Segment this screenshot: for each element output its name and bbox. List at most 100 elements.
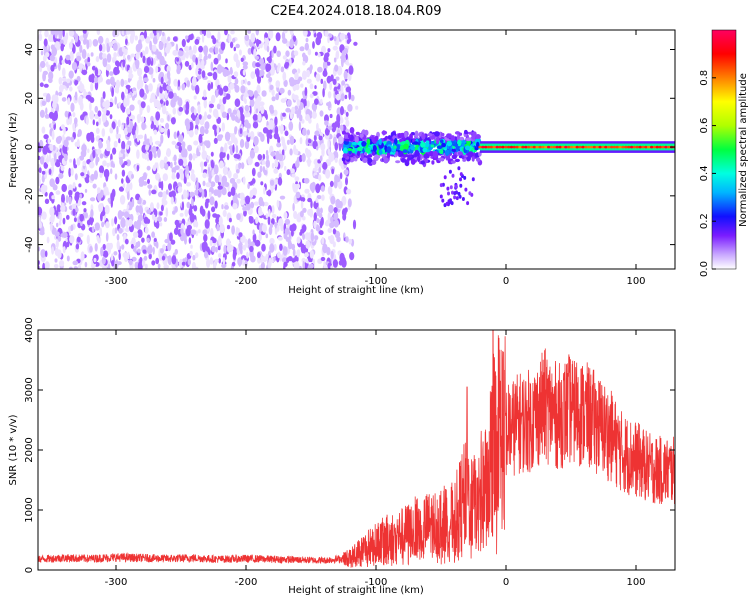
heatmap-cell — [281, 31, 286, 40]
heatmap-cell — [395, 144, 401, 151]
snr-y-axis-label: SNR (10 * v/v) — [8, 414, 19, 485]
heatmap-cell — [402, 159, 407, 163]
heatmap-cell — [78, 83, 85, 92]
heatmap-cell — [178, 50, 184, 57]
heatmap-cell — [243, 209, 247, 217]
heatmap-cell — [309, 250, 314, 259]
heatmap-cell — [195, 252, 199, 259]
heatmap-cell — [204, 219, 210, 229]
heatmap-cell — [207, 166, 211, 175]
heatmap-cell — [170, 117, 176, 125]
heatmap-cell — [46, 93, 51, 103]
heatmap-cell — [125, 88, 128, 95]
heatmap-cell — [258, 196, 264, 207]
heatmap-cell — [287, 89, 292, 96]
heatmap-cell — [195, 84, 200, 95]
heatmap-cell — [302, 30, 308, 37]
heatmap-cell — [104, 99, 111, 109]
heatmap-cell — [145, 144, 149, 151]
heatmap-cell — [314, 174, 320, 179]
heatmap-cell — [137, 229, 143, 239]
heatmap-cell — [274, 116, 278, 126]
heatmap-cell — [267, 56, 272, 64]
y-tick-label: -40 — [24, 236, 35, 252]
heatmap-cell — [455, 196, 459, 201]
heatmap-cell — [351, 141, 358, 146]
heatmap-cell — [45, 158, 50, 163]
heatmap-cell — [118, 186, 125, 192]
heatmap-cell — [84, 212, 88, 219]
spectrogram-frame — [37, 29, 676, 270]
heatmap-cell — [134, 245, 137, 254]
heatmap-cell — [336, 114, 341, 124]
snr-series-line — [38, 330, 675, 569]
heatmap-cell — [147, 184, 153, 190]
heatmap-cell — [305, 114, 310, 121]
heatmap-cell — [116, 125, 119, 135]
heatmap-cell — [115, 79, 121, 89]
heatmap-cell — [129, 104, 135, 111]
heatmap-cell — [112, 42, 118, 51]
heatmap-cell — [187, 161, 192, 171]
heatmap-cell — [285, 41, 291, 47]
colorbar-gradient — [711, 29, 737, 270]
heatmap-cell — [501, 145, 505, 149]
heatmap-cell — [332, 78, 337, 85]
heatmap-cell — [111, 81, 117, 86]
heatmap-cell — [218, 258, 221, 264]
heatmap-cell — [403, 143, 409, 150]
heatmap-cell — [203, 161, 208, 167]
heatmap-cell — [123, 97, 128, 108]
heatmap-cell — [220, 103, 225, 114]
heatmap-cell — [294, 72, 299, 81]
heatmap-cell — [201, 59, 205, 66]
heatmap-cell — [140, 116, 145, 123]
y-tick-label: -20 — [24, 188, 35, 204]
heatmap-cell — [109, 127, 114, 134]
heatmap-cell — [335, 76, 340, 81]
heatmap-cell — [129, 34, 134, 44]
heatmap-cell — [658, 145, 662, 149]
heatmap-cell — [240, 85, 246, 94]
heatmap-cell — [524, 145, 528, 149]
heatmap-cell — [192, 254, 196, 261]
heatmap-cell — [319, 207, 323, 214]
heatmap-cell — [188, 154, 192, 161]
heatmap-cell — [317, 66, 323, 73]
heatmap-cell — [291, 106, 296, 115]
heatmap-cell — [283, 79, 288, 88]
heatmap-cell — [346, 188, 352, 195]
heatmap-cell — [97, 76, 104, 83]
heatmap-cell — [221, 204, 224, 210]
heatmap-cell — [283, 30, 288, 34]
heatmap-cell — [116, 234, 120, 241]
colorbar-tick-label: 0.2 — [699, 213, 710, 229]
heatmap-cell — [153, 209, 157, 216]
heatmap-cell — [51, 130, 55, 141]
heatmap-cell — [173, 154, 177, 162]
heatmap-cell — [57, 135, 63, 142]
heatmap-cell — [160, 127, 165, 133]
heatmap-cell — [227, 140, 233, 146]
heatmap-cell — [281, 149, 285, 156]
heatmap-cell — [413, 141, 419, 145]
heatmap-cell — [201, 70, 206, 79]
heatmap-cell — [302, 233, 305, 240]
heatmap-cell — [459, 136, 464, 141]
heatmap-cell — [266, 153, 269, 161]
heatmap-cell — [351, 148, 356, 154]
heatmap-cell — [127, 251, 130, 260]
heatmap-cell — [313, 220, 317, 229]
heatmap-cell — [323, 260, 326, 268]
heatmap-cell — [203, 98, 208, 109]
heatmap-cell — [319, 98, 323, 105]
heatmap-cell — [334, 157, 338, 163]
heatmap-cell — [87, 95, 92, 102]
heatmap-cell — [344, 34, 348, 40]
heatmap-cell — [89, 246, 93, 253]
heatmap-cell — [207, 114, 212, 120]
heatmap-cell — [158, 41, 164, 51]
heatmap-cell — [342, 153, 348, 159]
heatmap-cell — [161, 105, 167, 115]
heatmap-cell — [584, 145, 588, 149]
